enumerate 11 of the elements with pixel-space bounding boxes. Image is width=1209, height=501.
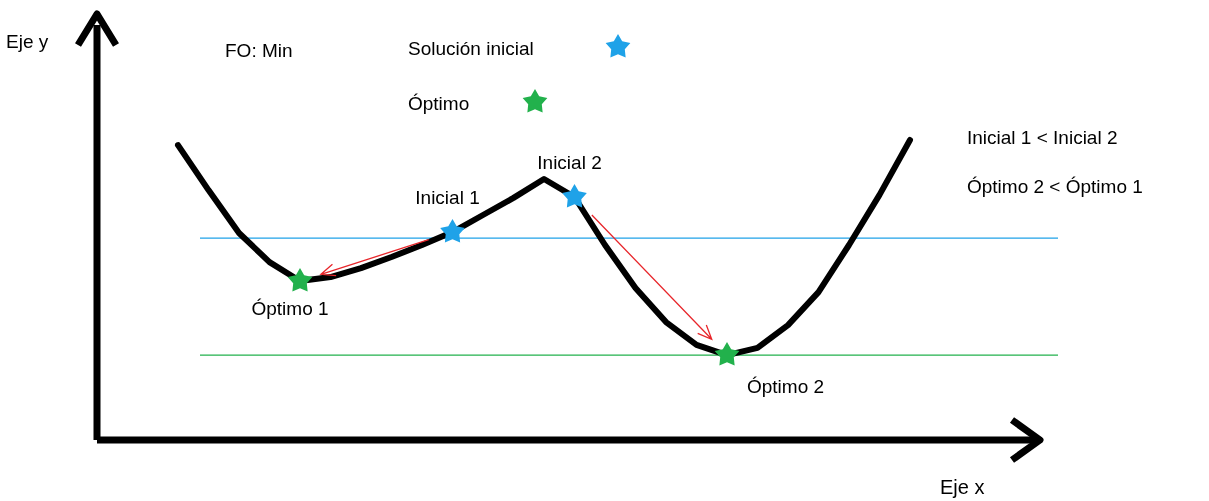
text: Óptimo 2 < Óptimo 1 — [967, 176, 1143, 197]
text: Inicial 1 < Inicial 2 — [967, 127, 1118, 148]
annotation: Óptimo 1 — [251, 298, 329, 319]
text: Solución inicial — [408, 38, 534, 59]
text: Óptimo — [408, 93, 470, 114]
annotation: Inicial 2 — [537, 152, 602, 173]
annotation: Inicial 1 — [415, 187, 480, 209]
annotation: Óptimo 2 — [747, 376, 825, 398]
x-axis-title: Eje x — [940, 476, 985, 498]
text: Eje y — [6, 31, 49, 52]
text: FO: Min — [225, 40, 293, 61]
